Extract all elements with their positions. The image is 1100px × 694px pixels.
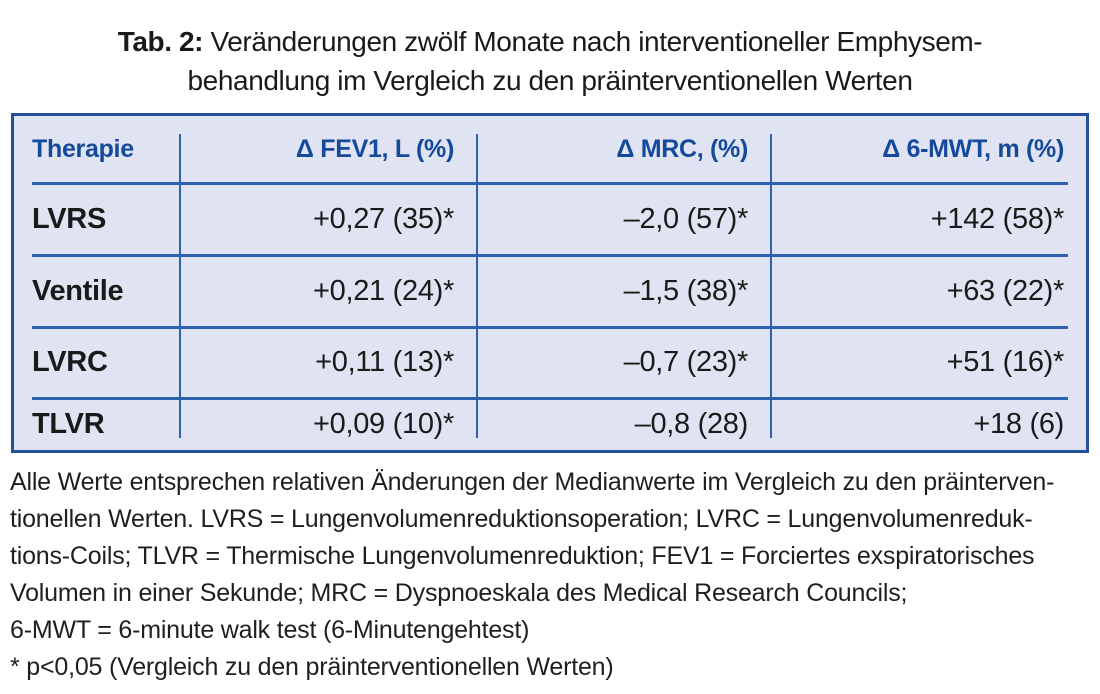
table-footnote: Alle Werte entsprechen relativen Änderun… bbox=[10, 464, 1095, 686]
footnote-line: Volumen in einer Sekunde; MRC = Dyspnoes… bbox=[10, 579, 908, 607]
data-table: Therapie Δ FEV1, L (%) Δ MRC, (%) Δ 6-MW… bbox=[11, 113, 1089, 453]
cell-tlvr-fev1: +0,09 (10)* bbox=[313, 407, 454, 440]
column-header-6mwt: Δ 6-MWT, m (%) bbox=[882, 135, 1064, 163]
table-caption-label: Tab. 2: bbox=[117, 26, 204, 57]
cell-lvrs-mrc: –2,0 (57)* bbox=[623, 202, 749, 235]
cell-lvrc-fev1: +0,11 (13)* bbox=[315, 346, 454, 378]
cell-lvrs-fev1: +0,27 (35)* bbox=[313, 202, 454, 235]
row-label-lvrc: LVRC bbox=[32, 346, 108, 378]
row-divider bbox=[32, 397, 1068, 400]
column-header-fev1: Δ FEV1, L (%) bbox=[295, 135, 454, 163]
cell-tlvr-6mwt: +18 (6) bbox=[973, 407, 1064, 440]
row-label-lvrs: LVRS bbox=[32, 202, 106, 235]
column-header-mrc: Δ MRC, (%) bbox=[616, 135, 748, 163]
table-caption-line2: behandlung im Vergleich zu den präinterv… bbox=[187, 65, 913, 96]
row-label-tlvr: TLVR bbox=[32, 407, 105, 440]
cell-ventile-fev1: +0,21 (24)* bbox=[313, 274, 454, 307]
cell-lvrc-mrc: –0,7 (23)* bbox=[623, 346, 749, 378]
footnote-line: tions-Coils; TLVR = Thermische Lungenvol… bbox=[10, 542, 1035, 570]
footnote-line: 6-MWT = 6-minute walk test (6-Minutengeh… bbox=[10, 616, 530, 644]
cell-tlvr-mrc: –0,8 (28) bbox=[634, 407, 749, 440]
row-divider bbox=[32, 326, 1068, 329]
footnote-line: Alle Werte entsprechen relativen Änderun… bbox=[10, 468, 1055, 496]
column-divider bbox=[476, 134, 478, 438]
row-divider bbox=[32, 182, 1068, 185]
cell-lvrs-6mwt: +142 (58)* bbox=[930, 202, 1065, 235]
footnote-line: tionellen Werten. LVRS = Lungenvolumenre… bbox=[10, 505, 1033, 533]
table-gridlines bbox=[14, 116, 1086, 450]
column-divider bbox=[770, 134, 772, 438]
table-caption-line1: Veränderungen zwölf Monate nach interven… bbox=[210, 26, 983, 57]
footnote-significance-line: * p<0,05 (Vergleich zu den präinterventi… bbox=[10, 653, 614, 681]
row-label-ventile: Ventile bbox=[32, 274, 124, 307]
cell-ventile-6mwt: +63 (22)* bbox=[946, 274, 1065, 307]
table-caption: Tab. 2: Veränderungen zwölf Monate nach … bbox=[10, 22, 1090, 100]
table-grid: Therapie Δ FEV1, L (%) Δ MRC, (%) Δ 6-MW… bbox=[14, 116, 1086, 450]
row-divider bbox=[32, 254, 1068, 257]
cell-lvrc-6mwt: +51 (16)* bbox=[946, 346, 1065, 378]
cell-ventile-mrc: –1,5 (38)* bbox=[623, 274, 749, 307]
column-header-therapie: Therapie bbox=[32, 135, 134, 163]
column-divider bbox=[179, 134, 181, 438]
